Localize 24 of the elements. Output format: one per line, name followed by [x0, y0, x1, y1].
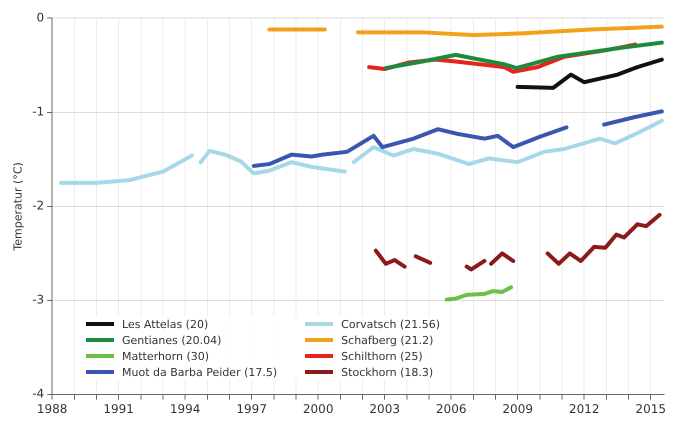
- legend-label: Les Attelas (20): [122, 318, 208, 330]
- x-tick-label: 1988: [36, 402, 68, 416]
- y-tick-label: -4: [32, 386, 44, 401]
- legend-label: Corvatsch (21.56): [341, 318, 440, 330]
- legend-label: Schilthorn (25): [341, 350, 423, 362]
- x-tick-label: 2012: [568, 402, 600, 416]
- x-tick-label: 2003: [369, 402, 400, 416]
- y-tick-label: -2: [32, 198, 44, 213]
- x-tick-label: 2009: [502, 402, 533, 416]
- legend-label: Schafberg (21.2): [341, 334, 434, 346]
- y-tick-label: -3: [32, 292, 44, 307]
- x-tick-label: 2006: [436, 402, 466, 416]
- x-tick-label: 1994: [170, 402, 200, 416]
- y-tick-label: 0: [36, 10, 44, 24]
- x-tick-label: 1991: [103, 402, 134, 416]
- y-axis-title: Temperatur (°C): [11, 162, 24, 252]
- x-tick-label: 1997: [236, 402, 267, 416]
- legend-label: Matterhorn (30): [122, 350, 210, 362]
- x-tick-label: 2000: [302, 402, 334, 416]
- legend-label: Stockhorn (18.3): [341, 366, 434, 378]
- x-tick-label: 2015: [635, 402, 666, 416]
- legend-label: Gentianes (20.04): [122, 334, 222, 346]
- y-tick-label: -1: [32, 104, 44, 118]
- legend-label: Muot da Barba Peider (17.5): [122, 366, 278, 378]
